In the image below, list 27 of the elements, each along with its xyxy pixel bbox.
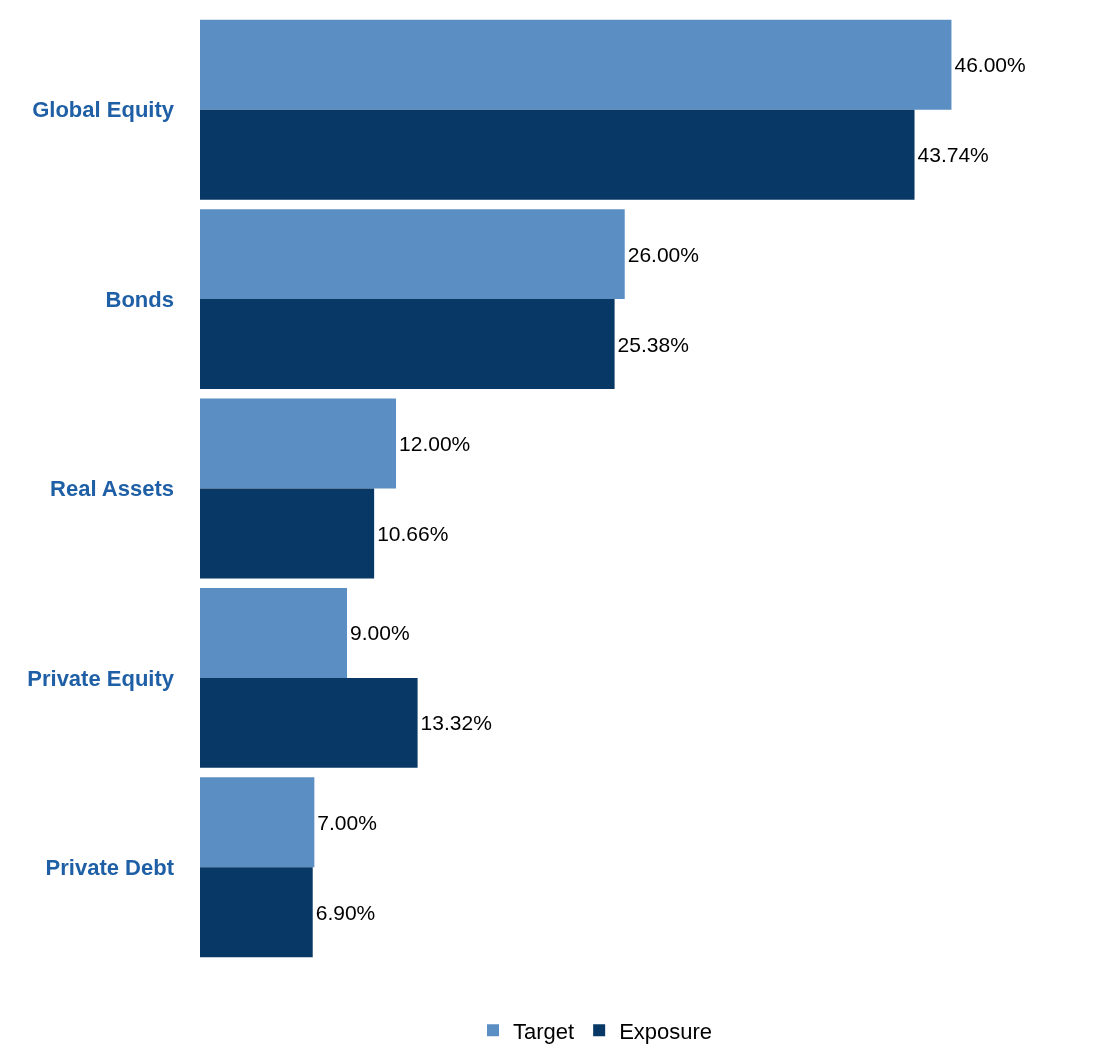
bar	[200, 867, 313, 958]
y-tick-label: Bonds	[105, 286, 174, 312]
bar	[200, 299, 615, 390]
data-label: 25.38%	[617, 332, 689, 356]
data-label: 10.66%	[377, 521, 449, 545]
y-tick-label: Private Equity	[27, 665, 175, 691]
legend-label: Exposure	[619, 1018, 713, 1044]
y-tick-label: Real Assets	[50, 476, 174, 502]
bar	[200, 109, 915, 200]
bar	[200, 587, 348, 678]
bar	[200, 398, 397, 489]
bar	[200, 777, 315, 868]
data-label: 13.32%	[420, 711, 492, 735]
data-label: 6.90%	[315, 900, 376, 924]
data-label: 7.00%	[317, 810, 377, 834]
data-label: 12.00%	[399, 432, 471, 456]
data-label: 26.00%	[627, 242, 699, 266]
data-label: 43.74%	[917, 143, 989, 167]
bar	[200, 19, 952, 110]
y-tick-label: Private Debt	[45, 855, 175, 880]
legend-label: Target	[513, 1018, 575, 1044]
y-tick-label: Global Equity	[32, 97, 175, 123]
bar	[200, 209, 625, 300]
data-label: 46.00%	[954, 53, 1026, 77]
data-label: 9.00%	[350, 621, 410, 645]
bar	[200, 488, 375, 579]
bar	[200, 677, 418, 768]
